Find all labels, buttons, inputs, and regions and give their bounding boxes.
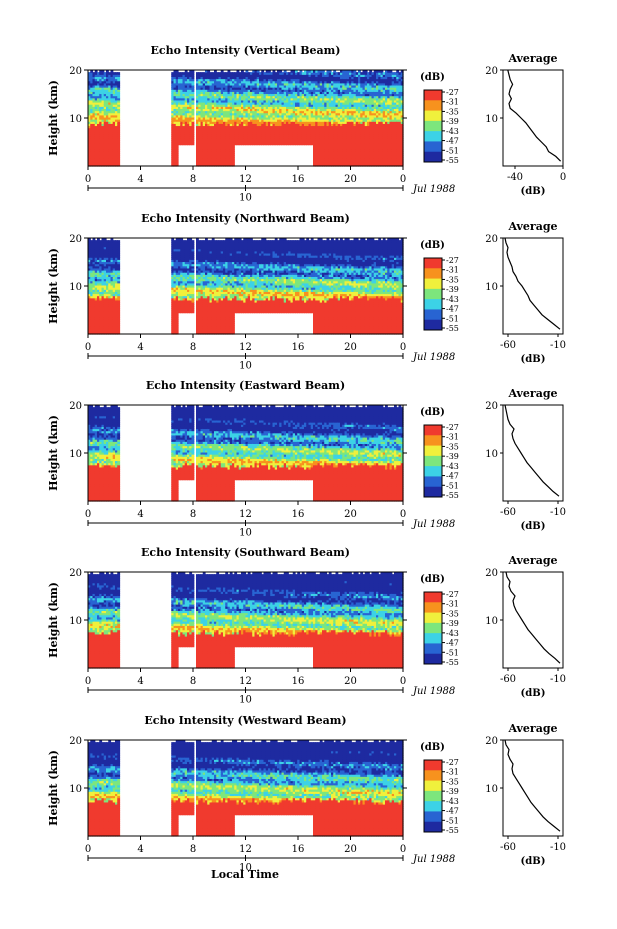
echo-heatmap [88, 70, 404, 167]
heatmap-cell [117, 72, 120, 75]
echo-intensity-figure: Echo Intensity (Vertical Beam)2010Height… [0, 0, 617, 929]
panel-title: Echo Intensity (Vertical Beam) [150, 44, 340, 57]
panel-1: Echo Intensity (Vertical Beam)2010Height… [47, 44, 566, 203]
